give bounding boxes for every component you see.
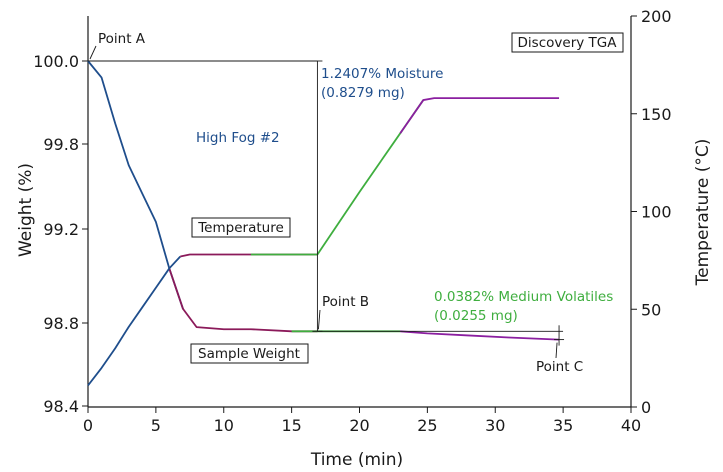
y-left-tick-label: 99.2 <box>43 220 79 239</box>
y-right-axis-ticks: 0 50 100 150 200 <box>631 7 672 417</box>
y-right-tick-label: 200 <box>641 7 672 26</box>
sample-weight-box-label: Sample Weight <box>198 346 300 362</box>
series-lines <box>87 60 560 387</box>
point-c-label: Point C <box>536 359 583 375</box>
x-tick-label: 30 <box>485 416 505 435</box>
y-left-tick-label: 99.8 <box>43 135 79 154</box>
moisture-label-line1: 1.2407% Moisture <box>321 66 443 82</box>
y-left-tick-label: 98.8 <box>43 314 79 333</box>
point-c-leader <box>555 342 558 359</box>
temperature-box: Temperature <box>191 217 291 238</box>
sample-weight-box: Sample Weight <box>190 343 309 364</box>
moisture-label-line2: (0.8279 mg) <box>321 85 405 101</box>
weight-line-segment <box>168 268 318 333</box>
point-a-label: Point A <box>98 31 146 47</box>
y-right-tick-label: 150 <box>641 105 672 124</box>
x-tick-label: 5 <box>151 416 161 435</box>
temperature-box-label: Temperature <box>197 220 284 236</box>
y-left-axis-title: Weight (%) <box>16 163 36 257</box>
y-left-tick-label: 100.0 <box>33 52 79 71</box>
x-tick-label: 0 <box>83 416 93 435</box>
y-right-axis-title: Temperature (°C) <box>693 139 713 287</box>
point-b-label: Point B <box>322 294 369 310</box>
sample-name-label: High Fog #2 <box>196 130 280 146</box>
x-axis-ticks: 0 5 10 15 20 25 30 35 40 <box>83 407 641 435</box>
temperature-line-segment <box>399 97 560 134</box>
volatiles-label-line1: 0.0382% Medium Volatiles <box>434 289 613 305</box>
x-tick-label: 10 <box>214 416 234 435</box>
annotation-marks <box>88 45 565 359</box>
y-left-axis-ticks: 100.0 99.8 99.2 98.8 98.4 <box>33 52 88 416</box>
volatiles-label-line2: (0.0255 mg) <box>434 308 518 324</box>
y-right-tick-label: 50 <box>641 300 661 319</box>
instrument-label: Discovery TGA <box>518 35 618 51</box>
weight-line-segment <box>400 330 560 341</box>
y-right-tick-label: 0 <box>641 398 651 417</box>
x-tick-label: 25 <box>417 416 437 435</box>
point-b-leader <box>317 309 321 330</box>
x-tick-label: 20 <box>349 416 369 435</box>
x-tick-label: 40 <box>621 416 641 435</box>
instrument-box: Discovery TGA <box>511 32 624 53</box>
point-a-leader <box>89 45 97 60</box>
temperature-line-segment <box>87 255 181 387</box>
y-right-tick-label: 100 <box>641 203 672 222</box>
x-tick-label: 15 <box>281 416 301 435</box>
y-left-tick-label: 98.4 <box>43 397 79 416</box>
weight-line-segment <box>87 60 184 310</box>
x-axis-title: Time (min) <box>310 450 403 470</box>
x-tick-label: 35 <box>553 416 573 435</box>
